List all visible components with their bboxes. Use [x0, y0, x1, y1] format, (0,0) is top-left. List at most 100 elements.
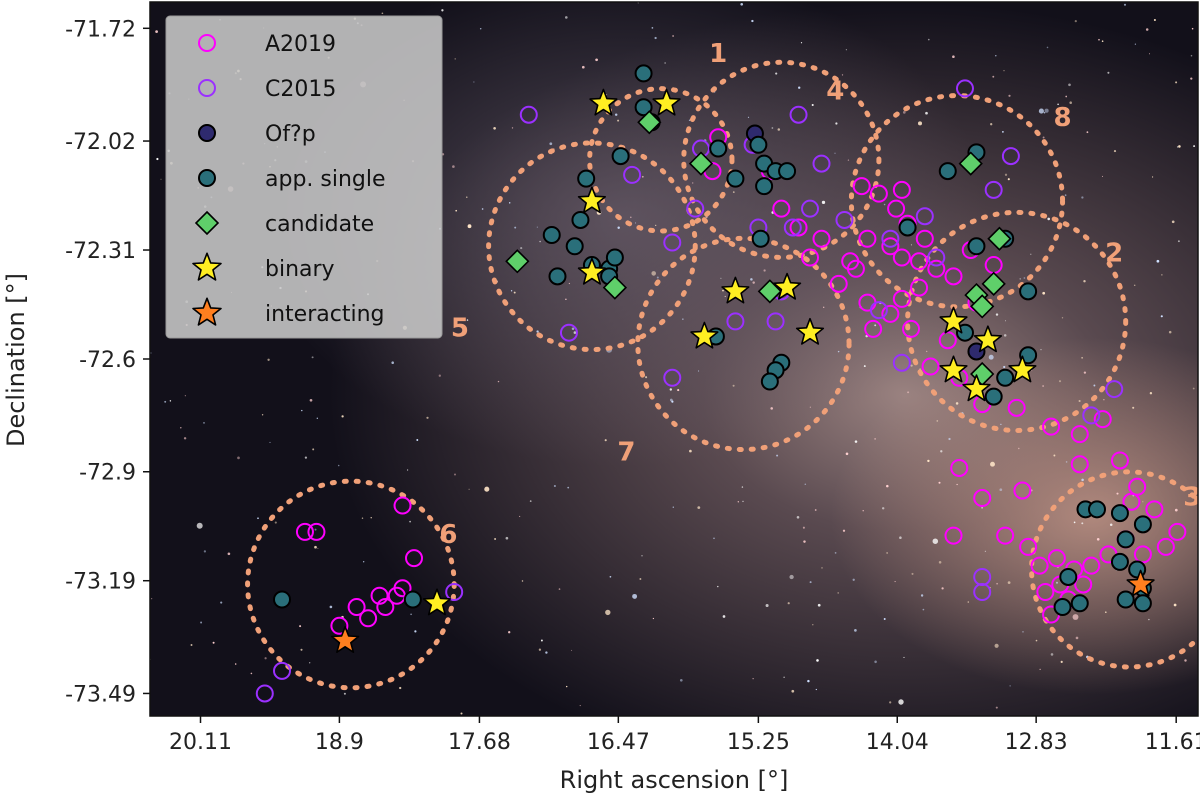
background-star: [549, 142, 553, 146]
background-star: [497, 380, 500, 383]
background-star: [689, 449, 692, 453]
point-a2019: [1047, 549, 1066, 568]
background-star: [317, 547, 319, 549]
background-star: [337, 464, 340, 467]
background-star: [925, 350, 928, 353]
background-star: [1004, 173, 1008, 176]
background-star: [510, 290, 513, 292]
background-star: [381, 12, 384, 15]
point-interacting: [331, 626, 360, 653]
background-star: [1018, 447, 1020, 450]
background-star: [630, 216, 632, 219]
background-star: [1058, 380, 1062, 383]
background-star: [817, 603, 821, 607]
background-star: [821, 567, 823, 569]
background-star: [1184, 659, 1187, 662]
background-star: [1007, 178, 1010, 181]
background-star: [250, 672, 253, 675]
background-star: [1093, 384, 1096, 387]
background-star: [1148, 53, 1151, 55]
point-a2019: [1133, 545, 1152, 564]
legend-label-app-single: app. single: [265, 167, 386, 192]
background-star: [800, 42, 803, 44]
background-star: [995, 54, 997, 57]
background-star: [883, 618, 886, 620]
background-star: [1107, 71, 1110, 74]
background-star: [1178, 145, 1181, 148]
background-star: [874, 438, 876, 440]
background-star: [664, 62, 666, 64]
point-a2019: [370, 586, 389, 605]
background-star: [1061, 317, 1064, 319]
point-candidate: [987, 226, 1012, 251]
background-star: [309, 398, 313, 402]
point-c2015: [663, 368, 682, 387]
legend-label-candidate: candidate: [265, 212, 374, 237]
point-app-single: [984, 387, 1003, 406]
point-c2015: [955, 79, 974, 98]
y-tick-label: -73.19: [65, 570, 136, 595]
background-star: [948, 437, 951, 441]
background-star: [309, 662, 311, 664]
background-star: [697, 506, 701, 509]
point-a2019: [892, 248, 911, 267]
background-star: [169, 400, 172, 402]
background-star: [264, 657, 267, 660]
background-star: [940, 450, 943, 453]
background-star: [834, 152, 836, 154]
background-star: [889, 701, 892, 704]
point-a2019: [869, 184, 888, 203]
background-star: [454, 58, 456, 60]
point-c2015: [686, 199, 705, 218]
background-star: [1145, 28, 1149, 31]
background-star: [863, 365, 866, 368]
background-star: [691, 182, 694, 184]
point-a2019: [1070, 455, 1089, 474]
background-star: [837, 350, 840, 353]
background-star: [641, 555, 643, 557]
point-a2019: [944, 267, 963, 286]
background-star: [669, 388, 672, 391]
background-star: [1105, 611, 1107, 613]
background-star: [234, 663, 237, 665]
legend-label-interacting: interacting: [265, 302, 385, 327]
point-c2015: [663, 233, 682, 252]
background-star: [996, 582, 998, 585]
background-star: [511, 127, 514, 129]
background-star: [811, 103, 814, 107]
background-star: [823, 306, 825, 308]
background-star: [609, 575, 612, 578]
background-star: [1190, 77, 1193, 80]
background-star: [639, 578, 642, 580]
background-star: [837, 592, 840, 594]
background-star: [1046, 46, 1049, 49]
background-star: [484, 486, 490, 492]
background-star: [329, 605, 333, 609]
background-star: [237, 456, 240, 460]
background-star: [656, 276, 659, 279]
y-axis-label: Declination [°]: [2, 273, 30, 447]
region-label-7: 7: [617, 437, 635, 467]
background-star: [311, 356, 314, 359]
background-star: [1101, 40, 1104, 43]
point-a2019: [910, 278, 929, 297]
y-axis-ticks: -71.72 -72.02 -72.31 -72.6 -72.9 -73.19 -73.49: [65, 17, 150, 707]
point-a2019: [1093, 410, 1112, 429]
background-star: [426, 416, 429, 419]
point-a2019: [1082, 556, 1101, 575]
background-star: [180, 427, 182, 429]
point-a2019: [938, 331, 957, 350]
background-star: [513, 291, 516, 294]
point-c2015: [915, 207, 934, 226]
background-star: [1175, 81, 1178, 84]
point-app-single: [967, 237, 986, 256]
background-star: [514, 226, 517, 229]
background-star: [834, 552, 837, 554]
background-star: [553, 484, 556, 488]
background-star: [1168, 330, 1172, 334]
background-star: [571, 327, 575, 330]
background-star: [886, 552, 888, 554]
background-star: [1043, 111, 1046, 114]
background-star: [770, 407, 773, 410]
region-label-4: 4: [826, 77, 844, 107]
